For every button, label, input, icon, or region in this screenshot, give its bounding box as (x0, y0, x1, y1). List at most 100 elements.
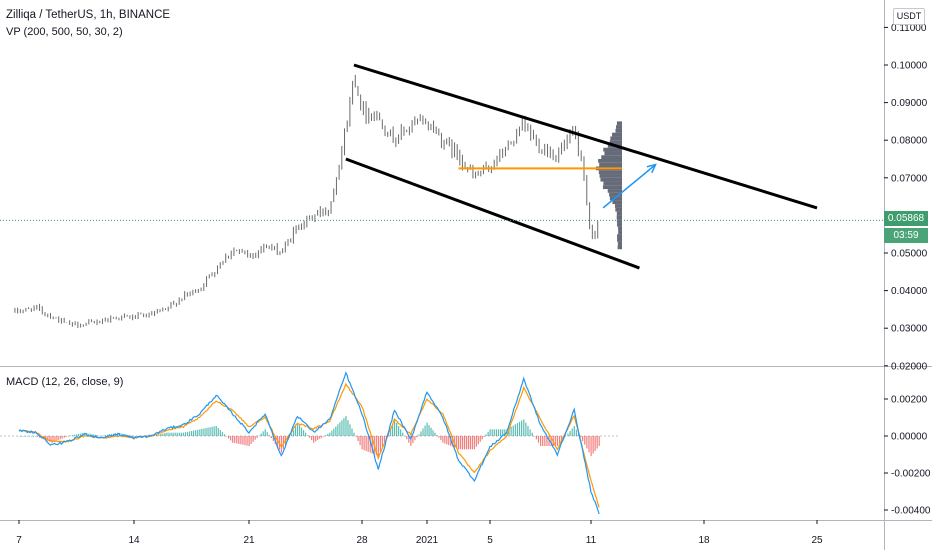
macd-histogram-bar (88, 433, 90, 436)
macd-histogram-bar (575, 429, 577, 436)
macd-histogram-bar (436, 435, 438, 436)
macd-histogram-bar (313, 436, 315, 443)
macd-histogram-bar (369, 436, 371, 453)
macd-histogram-bar (186, 431, 189, 436)
macd-histogram-bar (227, 436, 230, 439)
macd-histogram-bar (176, 432, 178, 436)
macd-histogram-bar (394, 419, 396, 436)
price-axis-tick-label: 0.05000 (891, 249, 928, 260)
macd-histogram-bar (402, 432, 404, 436)
macd-histogram-bar (24, 436, 26, 437)
macd-histogram-bar (459, 436, 462, 450)
macd-histogram-bar (446, 436, 448, 445)
volume-profile-bar (610, 136, 622, 141)
macd-histogram-bar (32, 436, 35, 437)
macd-histogram-bar (485, 434, 487, 436)
volume-profile-bar (616, 211, 622, 216)
macd-histogram-bar (525, 422, 527, 436)
macd-histogram-bar (542, 436, 544, 446)
macd-histogram-bar (30, 436, 33, 437)
macd-histogram-bar (294, 426, 297, 436)
macd-histogram-bar (512, 425, 514, 436)
volume-profile-bar (616, 121, 622, 126)
macd-histogram-bar (26, 436, 28, 437)
macd-histogram-bar (141, 436, 143, 437)
macd-histogram-bar (527, 426, 529, 436)
macd-histogram-bar (463, 436, 466, 450)
channel-lower-line (345, 157, 640, 270)
volume-profile-bar (598, 170, 622, 175)
macd-histogram-bar (240, 436, 242, 445)
macd-histogram-bar (516, 423, 519, 436)
volume-profile-label[interactable]: VP (200, 500, 50, 30, 2) (6, 26, 123, 38)
macd-histogram-bar (452, 436, 454, 447)
macd-histogram-bar (487, 431, 489, 436)
bar-countdown-tag: 03:59 (884, 228, 928, 243)
macd-histogram-bar (298, 425, 301, 436)
symbol-title[interactable]: Zilliqa / TetherUS, 1h, BINANCE (6, 9, 171, 21)
macd-histogram-bar (309, 436, 311, 438)
volume-profile (595, 121, 622, 250)
macd-label[interactable]: MACD (12, 26, close, 9) (6, 376, 124, 388)
macd-histogram-bar (424, 425, 426, 436)
macd-histogram-bar (199, 429, 201, 436)
volume-profile-bar (612, 132, 622, 137)
time-axis-tick-label: 7 (16, 535, 22, 546)
macd-histogram-bar (53, 436, 55, 442)
macd-histogram-bar (305, 432, 307, 436)
macd-histogram-bar (125, 434, 127, 436)
macd-histogram-bar (178, 432, 180, 436)
macd-histogram-bar (442, 436, 444, 443)
macd-histogram-bar (389, 428, 392, 436)
macd-histogram-bar (172, 432, 174, 436)
currency-badge[interactable]: USDT (893, 8, 925, 25)
macd-histogram-bar (504, 429, 506, 436)
macd-histogram-bar (127, 434, 129, 436)
macd-histogram-bar (418, 434, 420, 436)
macd-histogram-bar (90, 433, 92, 436)
macd-histogram-bar (500, 429, 502, 436)
macd-histogram-bar (246, 436, 248, 446)
macd-histogram-bar (258, 435, 260, 437)
macd-histogram-bar (329, 432, 331, 436)
macd-histogram-bar (529, 429, 531, 436)
macd-histogram-bar (343, 418, 345, 436)
macd-histogram-bar (412, 436, 414, 444)
volume-profile-bar (609, 196, 622, 201)
volume-profile-bar (616, 125, 622, 129)
macd-histogram-bar (489, 429, 491, 436)
macd-histogram-bar (170, 432, 172, 436)
macd-histogram-bar (461, 436, 464, 450)
time-axis-tick-label: 21 (243, 535, 255, 546)
macd-histogram-bar (264, 429, 266, 436)
time-axis: 7 14 21 28 2021 5 11 18 25 (16, 520, 823, 546)
volume-profile-bar (615, 207, 622, 212)
macd-histogram-bar (203, 428, 205, 436)
macd-histogram-bar (100, 436, 102, 437)
macd-histogram-bar (544, 436, 546, 446)
price-axis-tick-label: 0.04000 (891, 286, 928, 297)
macd-histogram-bar (335, 426, 337, 436)
macd-histogram-bar (59, 436, 61, 440)
macd-histogram-bar (561, 436, 563, 441)
macd-histogram-bar (565, 436, 567, 437)
macd-histogram-bar (49, 436, 51, 442)
macd-histogram-bar (590, 436, 592, 456)
macd-histogram-bar (256, 436, 258, 438)
volume-profile-bar (612, 200, 622, 205)
macd-histogram-bar (596, 436, 598, 449)
macd-histogram-bar (434, 432, 436, 436)
macd-histogram-bar (36, 436, 39, 437)
macd-histogram-bar (367, 436, 369, 452)
macd-histogram-bar (491, 429, 493, 436)
price-axis: 0.110000.100000.090000.080000.070000.060… (884, 23, 928, 372)
last-price-tag: 0.05868 (884, 211, 928, 226)
macd-histogram-bar (211, 426, 213, 436)
macd-histogram-bar (238, 436, 240, 444)
macd-histogram-bar (168, 432, 170, 436)
price-candles (14, 74, 599, 329)
macd-signal-line (18, 382, 600, 508)
macd-histogram-bar (133, 436, 135, 437)
